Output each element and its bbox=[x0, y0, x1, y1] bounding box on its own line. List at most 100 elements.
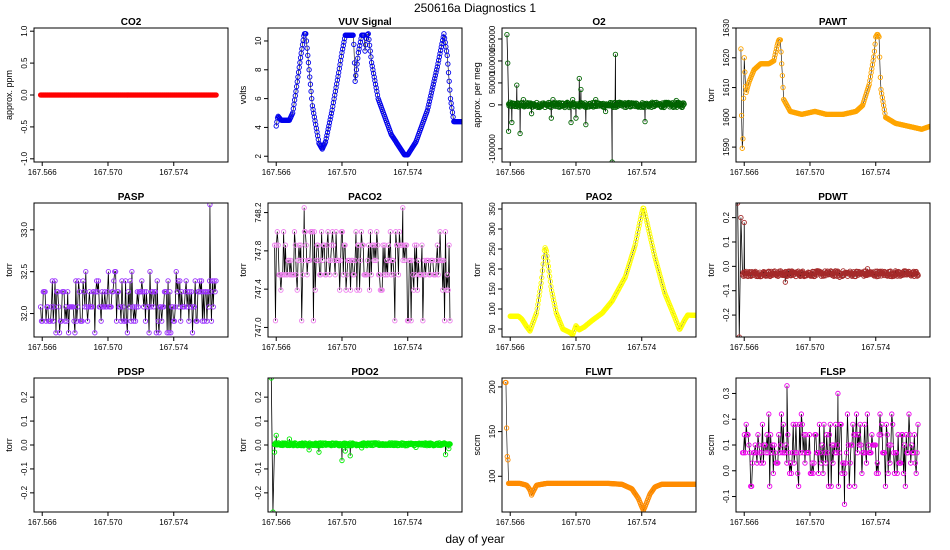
data-point bbox=[163, 289, 169, 295]
data-point bbox=[125, 289, 131, 295]
data-point bbox=[790, 421, 796, 428]
data-point bbox=[583, 122, 589, 128]
data-point bbox=[99, 289, 105, 295]
data-point bbox=[80, 278, 86, 284]
data-point bbox=[740, 95, 747, 101]
x-tick-label: 167.570 bbox=[562, 168, 591, 177]
data-point bbox=[871, 54, 877, 60]
data-point bbox=[50, 318, 56, 324]
data-point bbox=[821, 421, 827, 428]
data-point bbox=[91, 289, 97, 295]
data-point bbox=[441, 257, 447, 264]
data-point bbox=[303, 31, 309, 37]
data-point bbox=[504, 31, 510, 38]
data-point bbox=[111, 278, 117, 284]
data-point bbox=[351, 60, 358, 66]
data-point bbox=[372, 81, 379, 87]
data-point bbox=[172, 304, 178, 310]
data-point bbox=[431, 78, 437, 84]
y-tick-label: -0.2 bbox=[20, 485, 29, 499]
panel-title: PDO2 bbox=[351, 367, 379, 378]
data-point bbox=[654, 263, 661, 270]
x-tick-label: 167.566 bbox=[262, 343, 291, 352]
data-point bbox=[351, 272, 357, 278]
data-point bbox=[379, 287, 385, 293]
data-point bbox=[425, 104, 431, 110]
data-point bbox=[357, 42, 363, 49]
data-point bbox=[655, 266, 661, 272]
data-point bbox=[374, 92, 381, 98]
data-point bbox=[899, 432, 906, 438]
x-tick-label: 167.570 bbox=[94, 168, 123, 177]
data-point bbox=[305, 52, 311, 59]
data-point bbox=[858, 442, 864, 448]
data-point bbox=[681, 101, 687, 107]
data-point bbox=[658, 275, 664, 282]
data-point bbox=[384, 257, 390, 264]
data-point bbox=[819, 442, 825, 448]
y-tick-label: 0.3 bbox=[722, 387, 731, 399]
data-point bbox=[541, 254, 547, 260]
data-point bbox=[407, 257, 413, 264]
data-point bbox=[403, 242, 410, 248]
data-point bbox=[299, 318, 305, 324]
y-tick-label: 2 bbox=[254, 153, 263, 158]
data-point bbox=[158, 304, 164, 310]
data-point bbox=[295, 257, 301, 264]
data-point bbox=[811, 460, 817, 466]
data-point bbox=[387, 229, 393, 235]
data-point bbox=[437, 47, 444, 53]
data-point bbox=[432, 75, 438, 82]
data-point bbox=[538, 280, 544, 286]
data-point bbox=[82, 304, 88, 310]
data-point bbox=[347, 287, 354, 293]
data-point bbox=[435, 57, 442, 63]
data-point bbox=[657, 273, 663, 279]
data-point bbox=[65, 289, 71, 295]
data-point bbox=[393, 229, 399, 235]
data-point bbox=[371, 74, 377, 80]
data-point bbox=[280, 229, 287, 235]
data-point bbox=[824, 432, 830, 438]
x-tick-label: 167.566 bbox=[730, 518, 759, 527]
data-point bbox=[859, 470, 865, 476]
y-tick-label: 0 bbox=[488, 102, 497, 107]
data-point bbox=[334, 81, 340, 87]
data-point bbox=[809, 460, 815, 466]
data-point bbox=[56, 304, 62, 310]
panel-pawt: PAWT torr 167.566 167.570 167.574 1590 1600 161… bbox=[706, 17, 931, 177]
data-point bbox=[347, 453, 353, 459]
data-point bbox=[792, 450, 798, 456]
y-axis-label: approx. per meg bbox=[472, 62, 482, 128]
data-point bbox=[509, 119, 515, 126]
data-point bbox=[312, 287, 318, 293]
y-tick-label: -100000 bbox=[488, 134, 497, 164]
data-point bbox=[803, 432, 809, 438]
data-point bbox=[409, 257, 415, 264]
data-point bbox=[635, 229, 641, 235]
data-point bbox=[864, 411, 871, 417]
data-point bbox=[844, 411, 851, 417]
data-point bbox=[692, 481, 696, 487]
data-point bbox=[375, 242, 381, 248]
data-point bbox=[738, 112, 745, 119]
data-point bbox=[273, 242, 280, 248]
data-point bbox=[504, 453, 510, 460]
data-point bbox=[755, 432, 761, 438]
panel-title: PAO2 bbox=[586, 192, 613, 203]
data-point bbox=[148, 304, 154, 310]
data-point bbox=[278, 287, 284, 293]
data-point bbox=[760, 460, 767, 466]
data-point bbox=[301, 205, 307, 211]
data-point bbox=[334, 77, 341, 83]
y-axis-label: torr bbox=[4, 263, 14, 277]
data-point bbox=[843, 450, 850, 456]
data-point bbox=[119, 278, 125, 284]
x-tick-label: 167.566 bbox=[262, 168, 291, 177]
data-point bbox=[845, 442, 852, 448]
data-point bbox=[505, 128, 512, 134]
data-point bbox=[660, 285, 667, 291]
data-point bbox=[656, 271, 663, 277]
data-point bbox=[903, 432, 909, 438]
y-tick-label: -0.5 bbox=[20, 119, 29, 133]
